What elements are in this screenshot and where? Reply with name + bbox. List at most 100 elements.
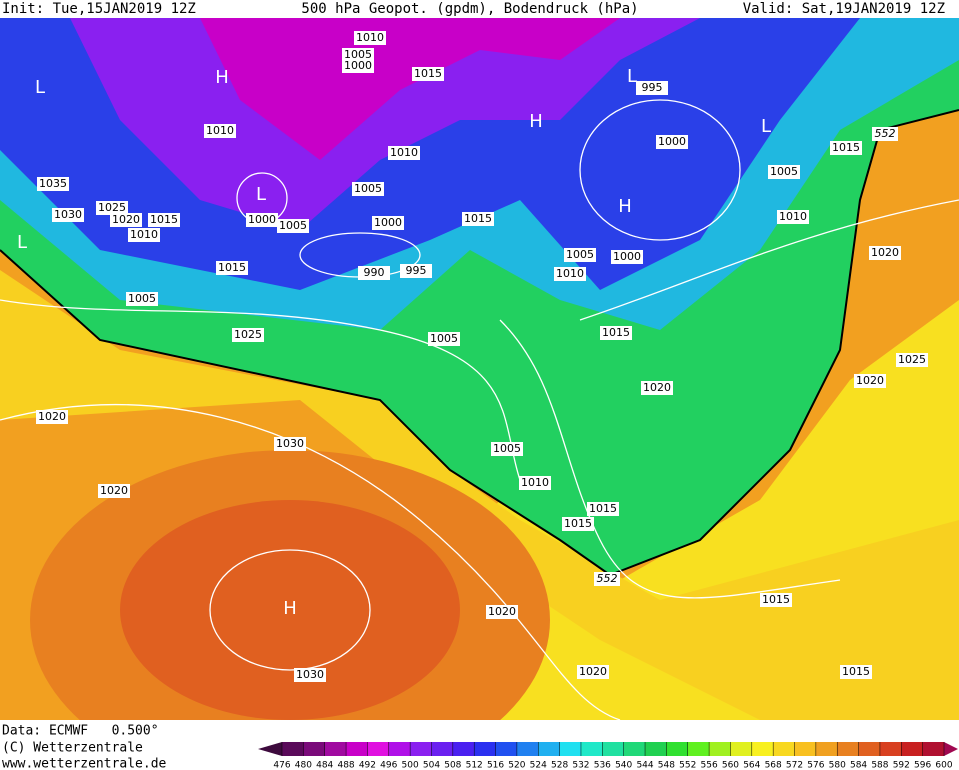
colorbar-label: 492 [359, 761, 376, 770]
label-box [896, 353, 928, 367]
colorbar-swatch [602, 742, 625, 756]
pressure-center: L [256, 184, 266, 205]
pressure-center: L [17, 232, 27, 253]
copyright: (C) Wetterzentrale [2, 741, 143, 756]
colorbar-arrow [258, 742, 282, 756]
colorbar-swatch [474, 742, 497, 756]
isobar-label: 1000 [344, 59, 372, 72]
label-box [428, 332, 460, 346]
isobar [579, 99, 741, 241]
valid-time: Valid: Sat,19JAN2019 12Z [743, 1, 945, 17]
colorbar-swatch [495, 742, 518, 756]
colorbar-swatch [773, 742, 796, 756]
colorbar-swatch [666, 742, 689, 756]
isobar-label: 1030 [54, 208, 82, 221]
colorbar-arrow [944, 742, 958, 756]
colorbar-label: 496 [380, 761, 397, 770]
colorbar-swatch [346, 742, 368, 756]
label-box [204, 124, 236, 138]
label-box [52, 208, 84, 222]
isobar-label: 1010 [556, 267, 584, 280]
pressure-center: H [283, 598, 297, 619]
isobar-label: 1005 [566, 248, 594, 261]
label-box [354, 31, 386, 45]
label-box [777, 210, 809, 224]
isobar-label: 1015 [414, 67, 442, 80]
colorbar-label: 480 [295, 761, 312, 770]
isobar-label: 1015 [150, 213, 178, 226]
isobar-label: 1020 [112, 213, 140, 226]
colorbar-label: 556 [701, 761, 718, 770]
isobar-label: 1005 [344, 48, 372, 61]
colorbar-swatch [282, 742, 304, 756]
isobar-label: 1015 [589, 502, 617, 515]
isobar-label: 1005 [770, 165, 798, 178]
isobar [0, 299, 521, 481]
colorbar-swatch [559, 742, 582, 756]
colorbar-swatch [410, 742, 432, 756]
colorbar-label: 596 [914, 761, 931, 770]
colorbar-swatch [367, 742, 390, 756]
isobar-label: 1005 [493, 442, 521, 455]
label-box [148, 213, 180, 227]
isobar-label: 1005 [430, 332, 458, 345]
label-box [760, 593, 792, 607]
colorbar-swatch [687, 742, 710, 756]
label-box [768, 165, 800, 179]
label-box [600, 326, 632, 340]
label-box [126, 292, 158, 306]
isobar-label: 1010 [356, 31, 384, 44]
label-box [830, 141, 862, 155]
label-box [869, 246, 901, 260]
colorbar-swatch [751, 742, 774, 756]
label-box [342, 48, 374, 62]
colorbar-label: 524 [530, 761, 547, 770]
colorbar-label: 580 [829, 761, 846, 770]
isobar-label: 1010 [206, 124, 234, 137]
isobar-label: 1000 [374, 216, 402, 229]
pressure-center: L [35, 77, 45, 98]
colorbar-label: 592 [893, 761, 910, 770]
label-box [36, 410, 68, 424]
label-box [872, 127, 898, 141]
label-box [562, 517, 594, 531]
label-box [274, 437, 306, 451]
isobar-label: 995 [406, 264, 427, 277]
colorbar-label: 544 [636, 761, 653, 770]
pressure-center: H [618, 196, 632, 217]
colorbar-swatch [901, 742, 924, 756]
colorbar-label: 520 [508, 761, 525, 770]
colorbar-label: 572 [786, 761, 803, 770]
isobar-label: 1020 [488, 605, 516, 618]
label-box [594, 572, 620, 586]
label-box [641, 381, 673, 395]
isobar-label: 995 [642, 81, 663, 94]
colorbar-swatch [858, 742, 881, 756]
pressure-center: L [761, 116, 771, 137]
isobar-label: 1020 [856, 374, 884, 387]
label-box [636, 81, 668, 95]
label-box [388, 146, 420, 160]
colorbar-swatch [538, 742, 561, 756]
isobar-label: 1015 [464, 212, 492, 225]
isobar-label: 990 [364, 266, 385, 279]
contour-label: 552 [597, 572, 618, 585]
label-box [216, 261, 248, 275]
label-box [98, 484, 130, 498]
isobar-label: 1005 [354, 182, 382, 195]
colorbar-label: 548 [658, 761, 675, 770]
pressure-center: H [215, 67, 229, 88]
colorbar-swatch [580, 742, 603, 756]
colorbar-swatch [431, 742, 454, 756]
colorbar-label: 600 [935, 761, 952, 770]
isobar-label: 1020 [871, 246, 899, 259]
colorbar-label: 536 [594, 761, 611, 770]
colorbar-swatch [730, 742, 753, 756]
colorbar-label: 584 [850, 761, 867, 770]
colorbar-label: 476 [273, 761, 290, 770]
isobar-label: 1005 [279, 219, 307, 232]
isobar-label: 1015 [762, 593, 790, 606]
colorbar-label: 552 [679, 761, 696, 770]
label-box [110, 213, 142, 227]
